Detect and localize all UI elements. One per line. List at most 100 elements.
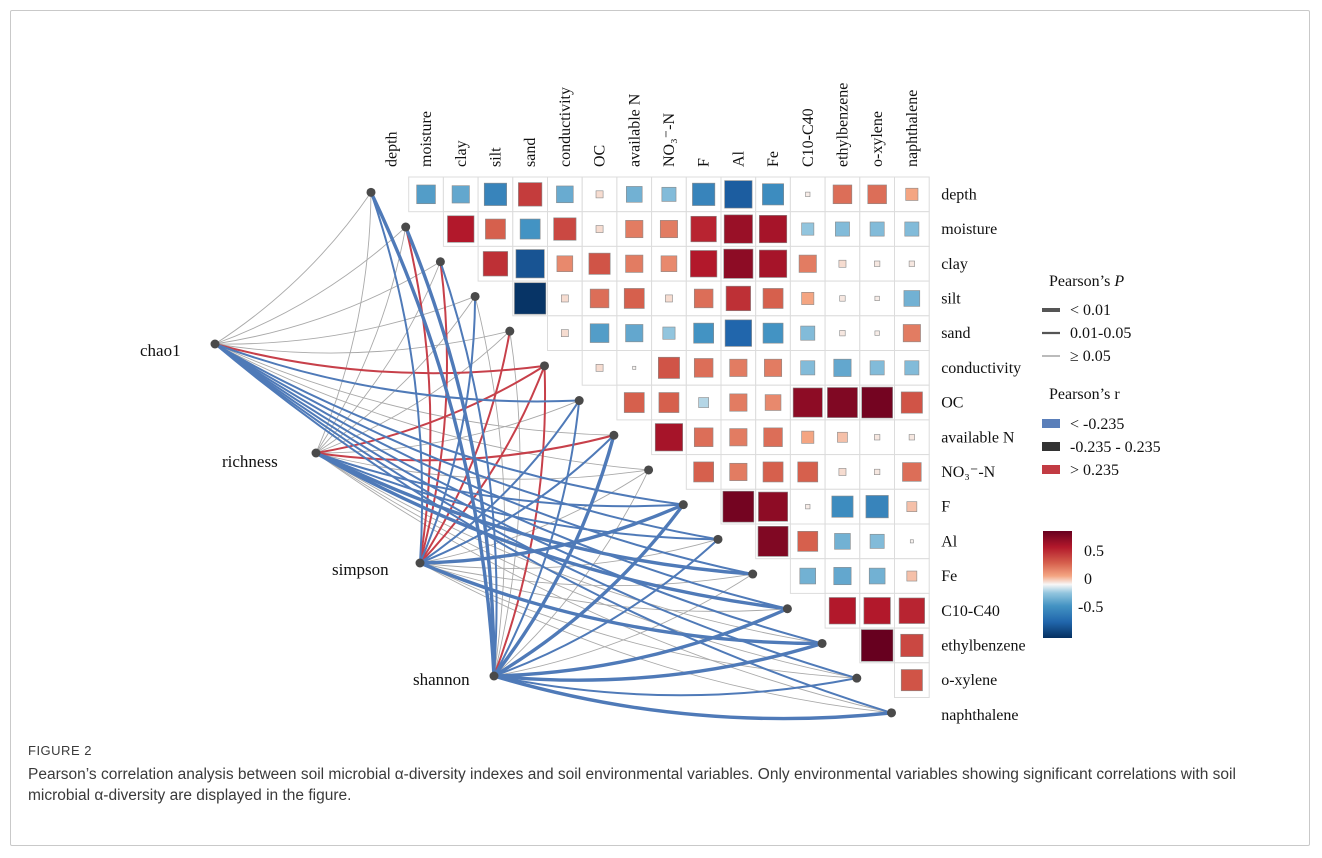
grid-cell bbox=[581, 315, 618, 351]
heatmap-cell bbox=[518, 182, 543, 207]
correlation-link bbox=[214, 343, 719, 541]
correlation-link bbox=[214, 343, 753, 576]
heatmap-cell bbox=[762, 288, 784, 309]
correlation-link bbox=[419, 434, 615, 564]
heatmap-cell bbox=[837, 431, 848, 443]
heatmap-cell bbox=[729, 428, 748, 447]
figure-frame bbox=[10, 10, 1310, 846]
heatmap-cell bbox=[482, 251, 509, 277]
heatmap-cell bbox=[625, 324, 644, 343]
index-node-dot bbox=[311, 448, 321, 458]
link-endpoint-dot bbox=[505, 326, 515, 336]
column-labels: depth moisture clay silt sand conductivity OC a… bbox=[383, 83, 920, 167]
grid-cell bbox=[581, 350, 618, 386]
heatmap-cell bbox=[838, 468, 847, 476]
heatmap-cell bbox=[764, 358, 783, 377]
grid-cell bbox=[651, 280, 687, 317]
heatmap-cell bbox=[805, 191, 811, 197]
figure-label: FIGURE 2 bbox=[28, 743, 92, 758]
legend-p-item: < 0.01 bbox=[1070, 302, 1111, 319]
heatmap-cell bbox=[698, 397, 709, 408]
link-endpoints bbox=[210, 187, 896, 718]
heatmap-cell bbox=[729, 358, 748, 377]
correlation-link bbox=[419, 562, 892, 714]
correlation-link bbox=[214, 226, 407, 345]
heatmap-cell bbox=[833, 358, 852, 377]
legend-r-items: < -0.235 -0.235 - 0.235 > 0.235 bbox=[1042, 416, 1161, 479]
correlation-link bbox=[493, 607, 789, 678]
correlation-link bbox=[474, 296, 506, 677]
link-endpoint-dot bbox=[401, 222, 411, 232]
heatmap-cell bbox=[900, 669, 923, 692]
column-label: OC bbox=[592, 145, 609, 167]
grid-cell bbox=[894, 280, 930, 317]
color-bar-tick: 0.5 bbox=[1084, 543, 1104, 560]
heatmap-cell bbox=[665, 294, 673, 303]
heatmap-cell bbox=[828, 597, 857, 625]
row-label: Fe bbox=[941, 568, 957, 585]
correlation-figure: depth moisture clay silt sand conductivity OC a… bbox=[140, 83, 1161, 724]
column-label: Fe bbox=[765, 151, 782, 167]
heatmap-cell bbox=[515, 249, 545, 279]
correlation-link bbox=[214, 343, 858, 680]
heatmap-cell bbox=[758, 491, 788, 522]
row-label: NO₃⁻-N bbox=[941, 464, 995, 481]
heatmap-cell bbox=[595, 364, 604, 372]
correlation-link bbox=[419, 562, 857, 679]
heatmap-cell bbox=[757, 526, 789, 557]
heatmap-cell bbox=[902, 462, 922, 482]
heatmap-cell bbox=[723, 214, 753, 244]
correlation-link bbox=[370, 192, 424, 564]
heatmap-cell bbox=[898, 597, 925, 624]
correlation-link bbox=[214, 343, 823, 645]
correlation-link bbox=[493, 503, 685, 678]
legend-p-title: Pearson’s P bbox=[1049, 273, 1124, 290]
column-label: C10-C40 bbox=[800, 108, 817, 167]
row-label: conductivity bbox=[941, 360, 1021, 377]
diversity-index-label: shannon bbox=[413, 670, 470, 689]
column-label: sand bbox=[522, 138, 539, 167]
correlation-link bbox=[214, 343, 580, 403]
heatmap-cell bbox=[729, 393, 748, 412]
correlation-link bbox=[214, 343, 788, 610]
heatmap-cell bbox=[906, 570, 918, 582]
heatmap-cell bbox=[625, 220, 644, 239]
heatmap-cell bbox=[900, 391, 923, 414]
heatmap-cell bbox=[662, 326, 676, 340]
heatmap-cell bbox=[451, 185, 470, 204]
correlation-link bbox=[315, 296, 476, 454]
heatmap-cell bbox=[801, 222, 815, 236]
correlation-link bbox=[419, 561, 823, 646]
heatmap-cell bbox=[832, 184, 853, 205]
heatmap-cell bbox=[556, 185, 574, 204]
correlation-link bbox=[214, 343, 892, 714]
heatmap-cell bbox=[762, 322, 784, 344]
link-endpoint-dot bbox=[540, 361, 549, 371]
heatmap-cell bbox=[693, 288, 714, 309]
heatmap-cell bbox=[729, 462, 748, 481]
row-label: sand bbox=[941, 325, 970, 342]
heatmap-cell bbox=[623, 288, 645, 309]
heatmap-cell bbox=[908, 434, 915, 441]
correlation-link bbox=[315, 452, 892, 714]
correlation-link bbox=[419, 330, 511, 564]
correlation-link bbox=[315, 451, 788, 611]
row-label: available N bbox=[941, 429, 1015, 446]
link-endpoint-dot bbox=[887, 708, 896, 718]
row-label: ethylbenzene bbox=[941, 637, 1025, 654]
diversity-index-label: chao1 bbox=[140, 341, 181, 360]
heatmap-cell bbox=[906, 501, 918, 512]
heatmap-cell bbox=[553, 217, 577, 241]
heatmap-cell bbox=[595, 225, 604, 233]
heatmap-cell bbox=[902, 324, 921, 343]
heatmap-cell bbox=[797, 461, 819, 483]
heatmap-cell bbox=[722, 490, 755, 523]
correlation-link bbox=[493, 538, 719, 677]
heatmap-cell bbox=[831, 495, 854, 518]
link-endpoint-dot bbox=[852, 673, 862, 683]
heatmap-cell bbox=[900, 633, 924, 657]
heatmap-cell bbox=[865, 495, 889, 519]
legend-r-item: < -0.235 bbox=[1070, 416, 1124, 433]
correlation-link bbox=[493, 573, 753, 677]
heatmap-cell bbox=[692, 182, 716, 206]
